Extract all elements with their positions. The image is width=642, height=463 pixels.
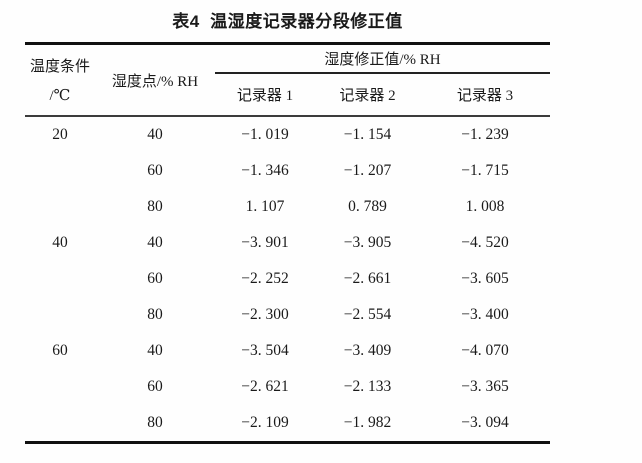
table-title: 表4 温湿度记录器分段修正值 xyxy=(172,12,403,31)
recorder2-value-cell: −1. 207 xyxy=(343,162,392,179)
table-body: 20 40 −1. 019 −1. 154 −1. 239 60 −1. 346… xyxy=(25,117,550,441)
table-row: 60 −2. 252 −2. 661 −3. 605 xyxy=(25,261,550,297)
recorder2-value-cell: −3. 409 xyxy=(343,342,392,359)
recorder3-value-cell: −4. 070 xyxy=(461,342,509,359)
table-row: 20 40 −1. 019 −1. 154 −1. 239 xyxy=(25,117,550,153)
recorder2-value-cell: −2. 661 xyxy=(343,270,392,287)
recorder-1-header: 记录器 1 xyxy=(236,88,294,104)
recorder1-value-cell: −2. 109 xyxy=(241,414,289,431)
recorder2-value-cell: −3. 905 xyxy=(343,234,392,251)
table-header: 温度条件 /℃ 湿度点/% RH 湿度修正值/% RH 记录器 1 记录器 2 … xyxy=(25,45,550,117)
recorder2-value-cell: 0. 789 xyxy=(348,198,387,215)
recorder3-value-cell: −1. 715 xyxy=(461,162,509,179)
recorder2-value-cell: −1. 154 xyxy=(343,126,392,143)
recorder3-value-cell: 1. 008 xyxy=(465,198,505,215)
humidity-cell: 60 xyxy=(147,270,163,287)
recorder3-value-cell: −3. 605 xyxy=(461,270,509,287)
recorder3-value-cell: −1. 239 xyxy=(461,126,509,143)
table-row: 60 −2. 621 −2. 133 −3. 365 xyxy=(25,369,550,405)
humidity-point-header: 湿度点/% RH xyxy=(111,73,199,90)
table-row: 60 −1. 346 −1. 207 −1. 715 xyxy=(25,153,550,189)
recorder3-value-cell: −3. 400 xyxy=(461,306,509,323)
humidity-cell: 80 xyxy=(147,198,163,215)
recorder3-value-cell: −4. 520 xyxy=(461,234,509,251)
recorder1-value-cell: −2. 252 xyxy=(241,270,289,287)
recorder1-value-cell: −1. 019 xyxy=(241,126,289,143)
table-row: 60 40 −3. 504 −3. 409 −4. 070 xyxy=(25,333,550,369)
humidity-cell: 40 xyxy=(147,234,163,251)
data-table: 温度条件 /℃ 湿度点/% RH 湿度修正值/% RH 记录器 1 记录器 2 … xyxy=(25,42,550,444)
recorder1-value-cell: −3. 504 xyxy=(241,342,289,359)
temperature-condition-header-line1: 温度条件 xyxy=(29,59,90,75)
recorder1-value-cell: −3. 901 xyxy=(241,234,289,251)
recorder3-value-cell: −3. 365 xyxy=(461,378,509,395)
humidity-cell: 80 xyxy=(147,306,163,323)
recorder-2-header: 记录器 2 xyxy=(339,88,396,104)
table-row: 40 40 −3. 901 −3. 905 −4. 520 xyxy=(25,225,550,261)
temp-cell: 20 xyxy=(52,126,68,143)
recorder1-value-cell: −2. 621 xyxy=(241,378,289,395)
recorder-headers: 记录器 1 记录器 2 记录器 3 xyxy=(215,74,550,115)
table-row: 80 −2. 109 −1. 982 −3. 094 xyxy=(25,405,550,441)
recorder1-value-cell: 1. 107 xyxy=(245,198,285,215)
humidity-cell: 40 xyxy=(147,126,163,143)
table-row: 80 1. 107 0. 789 1. 008 xyxy=(25,189,550,225)
correction-value-span-header: 湿度修正值/% RH xyxy=(324,52,441,68)
temperature-condition-header-line2: /℃ xyxy=(49,88,71,104)
recorder3-value-cell: −3. 094 xyxy=(461,414,509,431)
recorder2-value-cell: −2. 133 xyxy=(343,378,392,395)
temp-cell: 60 xyxy=(52,342,68,359)
humidity-cell: 60 xyxy=(147,162,163,179)
recorder1-value-cell: −2. 300 xyxy=(241,306,289,323)
recorder2-value-cell: −1. 982 xyxy=(343,414,392,431)
humidity-cell: 40 xyxy=(147,342,163,359)
humidity-cell: 60 xyxy=(147,378,163,395)
table-row: 80 −2. 300 −2. 554 −3. 400 xyxy=(25,297,550,333)
recorder2-value-cell: −2. 554 xyxy=(343,306,392,323)
correction-value-header-group: 湿度修正值/% RH 记录器 1 记录器 2 记录器 3 xyxy=(215,45,550,115)
recorder1-value-cell: −1. 346 xyxy=(241,162,289,179)
header-sub-rule xyxy=(215,72,550,74)
recorder-3-header: 记录器 3 xyxy=(456,88,514,104)
temp-cell: 40 xyxy=(52,234,68,251)
humidity-cell: 80 xyxy=(147,414,163,431)
temperature-condition-header: 温度条件 /℃ xyxy=(25,45,95,115)
